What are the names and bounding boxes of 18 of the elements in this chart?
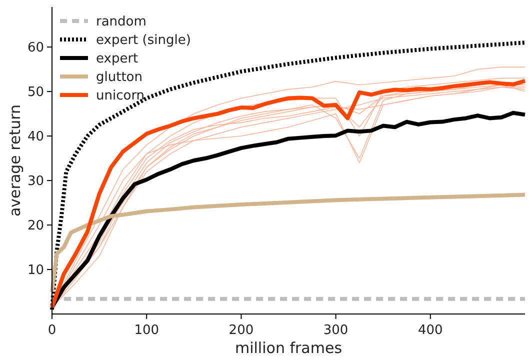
y-tick-label: 20 (27, 218, 44, 234)
legend-label: expert (96, 52, 138, 67)
x-tick-label: 200 (228, 323, 254, 338)
legend-label: random (96, 14, 146, 30)
x-axis-title: million frames (234, 339, 342, 357)
x-tick-label: 0 (48, 323, 56, 338)
legend-label: expert (single) (96, 33, 191, 48)
y-tick-label: 50 (27, 85, 44, 100)
y-tick-label: 40 (27, 130, 44, 145)
y-axis-title: average return (6, 104, 24, 217)
x-tick-label: 300 (323, 323, 348, 338)
y-tick-label: 10 (27, 263, 44, 278)
legend-label: glutton (96, 70, 142, 86)
legend-label: unicorn (96, 88, 145, 104)
x-tick-label: 100 (134, 323, 160, 338)
x-tick-label: 400 (418, 323, 443, 338)
y-tick-label: 30 (27, 174, 44, 190)
y-tick-label: 60 (27, 40, 44, 56)
